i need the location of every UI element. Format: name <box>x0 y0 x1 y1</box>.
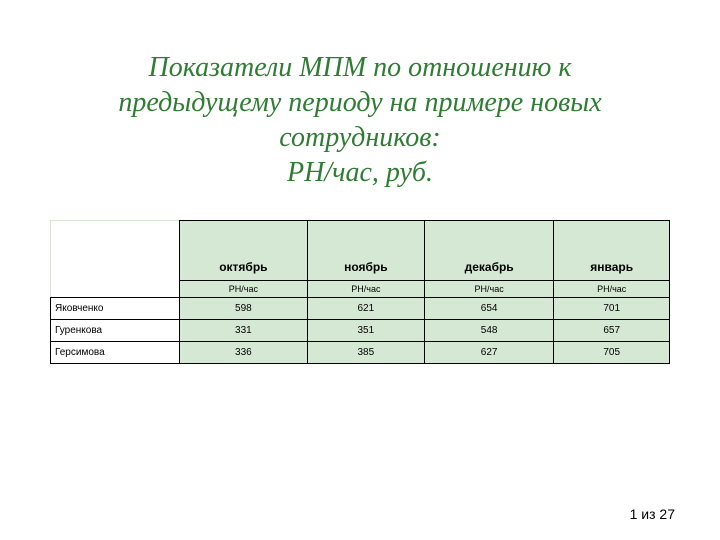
title-line-4: РН/час, руб. <box>287 157 433 188</box>
row-name: Герсимова <box>51 342 180 364</box>
unit-header: РН/час <box>180 281 308 298</box>
row-name: Гуренкова <box>51 320 180 342</box>
table-row: Гуренкова 331 351 548 657 <box>51 320 670 342</box>
empty-corner <box>51 221 180 281</box>
title-line-1: Показатели МПМ по отношению к <box>149 52 572 83</box>
slide-title: Показатели МПМ по отношению к предыдущем… <box>0 0 720 190</box>
unit-header: РН/час <box>554 281 670 298</box>
cell-value: 654 <box>424 298 553 320</box>
unit-header-row: РН/час РН/час РН/час РН/час <box>51 281 670 298</box>
month-header: декабрь <box>424 221 553 281</box>
data-table-container: октябрь ноябрь декабрь январь РН/час РН/… <box>50 220 670 364</box>
cell-value: 385 <box>307 342 424 364</box>
page-current: 1 <box>630 506 638 522</box>
unit-header: РН/час <box>307 281 424 298</box>
title-line-2: предыдущему периоду на примере новых <box>118 87 601 118</box>
cell-value: 701 <box>554 298 670 320</box>
row-name: Яковченко <box>51 298 180 320</box>
month-header: октябрь <box>180 221 308 281</box>
cell-value: 705 <box>554 342 670 364</box>
cell-value: 657 <box>554 320 670 342</box>
month-header: январь <box>554 221 670 281</box>
cell-value: 621 <box>307 298 424 320</box>
month-header-row: октябрь ноябрь декабрь январь <box>51 221 670 281</box>
page-sep: из <box>641 506 655 522</box>
cell-value: 548 <box>424 320 553 342</box>
cell-value: 331 <box>180 320 308 342</box>
table-row: Герсимова 336 385 627 705 <box>51 342 670 364</box>
empty-corner <box>51 281 180 298</box>
page-number: 1 из 27 <box>630 506 675 522</box>
page-total: 27 <box>659 506 675 522</box>
unit-header: РН/час <box>424 281 553 298</box>
table-row: Яковченко 598 621 654 701 <box>51 298 670 320</box>
cell-value: 336 <box>180 342 308 364</box>
cell-value: 627 <box>424 342 553 364</box>
title-line-3: сотрудников: <box>279 122 441 153</box>
cell-value: 598 <box>180 298 308 320</box>
data-table: октябрь ноябрь декабрь январь РН/час РН/… <box>50 220 670 364</box>
cell-value: 351 <box>307 320 424 342</box>
month-header: ноябрь <box>307 221 424 281</box>
